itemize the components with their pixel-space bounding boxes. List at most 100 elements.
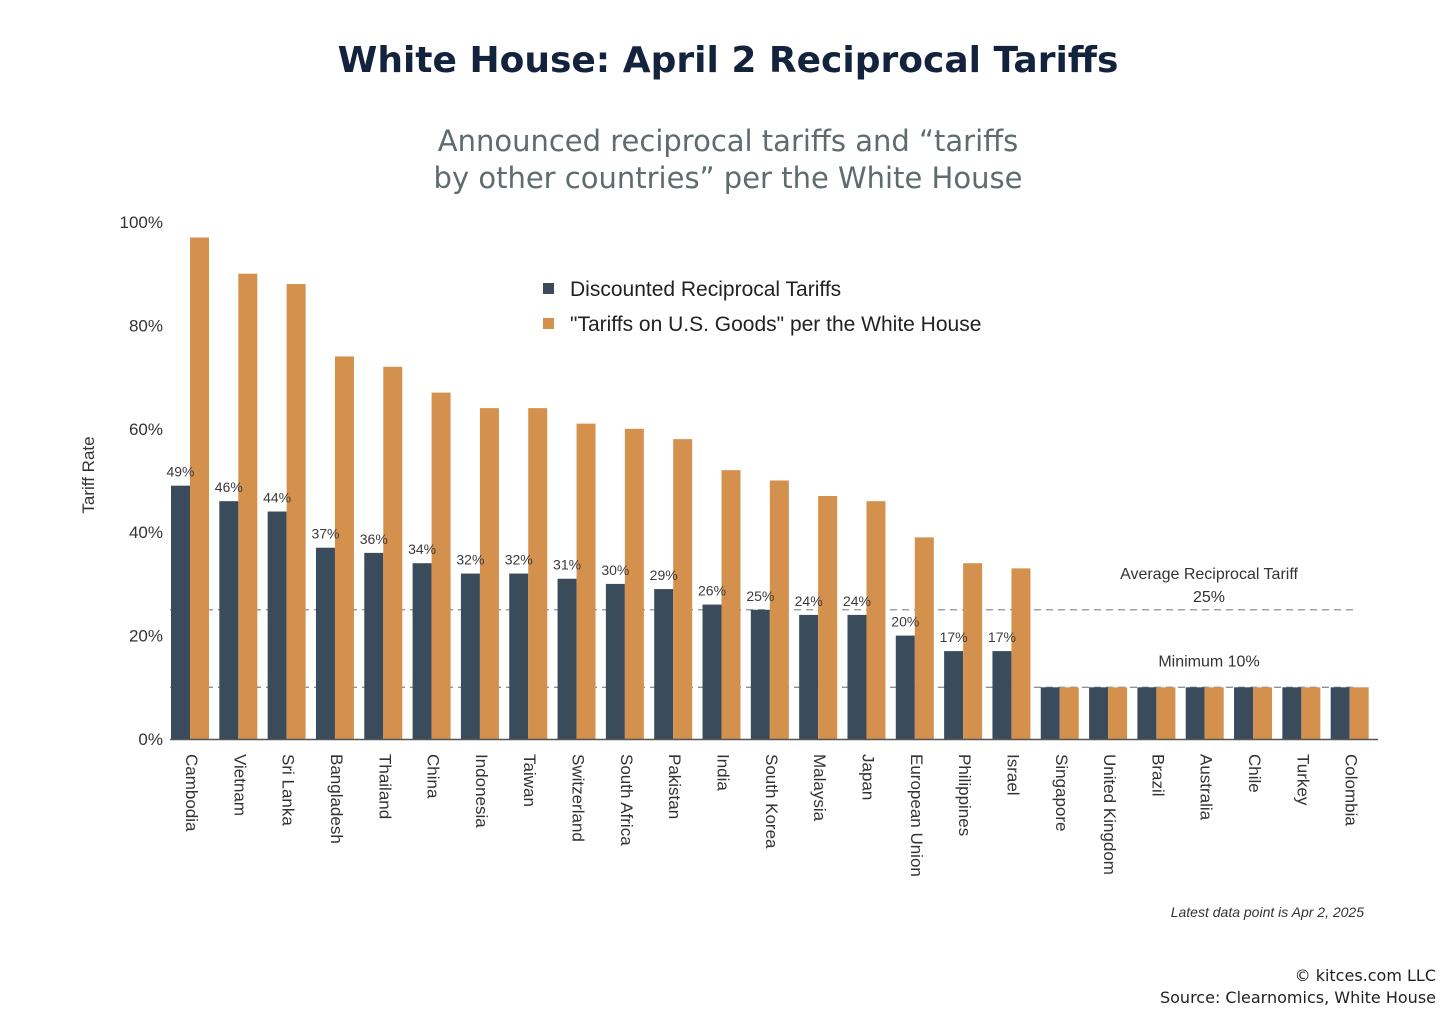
x-tick-label-15: European Union: [907, 754, 926, 877]
bar-tariffs-12: [769, 480, 789, 739]
bar-discounted-5: [412, 563, 432, 739]
bar-discounted-20: [1137, 687, 1157, 739]
legend-label-0: Discounted Reciprocal Tariffs: [570, 278, 841, 301]
chart-subtitle-line-1: Announced reciprocal tariffs and “tariff…: [437, 124, 1019, 158]
bar-tariffs-21: [1204, 687, 1224, 739]
data-label-16: 17%: [940, 629, 968, 645]
x-tick-label-8: Switzerland: [569, 754, 588, 842]
bar-discounted-24: [1330, 687, 1350, 739]
data-label-5: 34%: [408, 541, 436, 557]
bar-discounted-7: [509, 573, 529, 739]
bar-discounted-16: [944, 651, 964, 739]
bar-discounted-2: [267, 511, 287, 739]
x-tick-label-4: Thailand: [375, 754, 394, 819]
y-tick-label-5: 100%: [120, 213, 163, 232]
x-tick-label-5: China: [424, 754, 443, 799]
data-label-17: 17%: [988, 629, 1016, 645]
x-tick-label-12: South Korea: [762, 754, 781, 849]
minimum-line-label: Minimum 10%: [1158, 653, 1259, 670]
data-label-2: 44%: [263, 490, 291, 506]
data-label-11: 26%: [698, 583, 726, 599]
average-line-value: 25%: [1193, 589, 1225, 606]
bar-discounted-18: [1040, 687, 1060, 739]
bar-tariffs-17: [1011, 568, 1031, 739]
x-tick-label-6: Indonesia: [472, 754, 491, 828]
x-tick-label-7: Taiwan: [520, 754, 539, 807]
bar-discounted-15: [895, 635, 915, 739]
y-tick-label-4: 80%: [129, 316, 163, 335]
copyright-text: © kitces.com LLC: [1294, 966, 1436, 985]
y-tick-label-1: 20%: [129, 627, 163, 646]
legend-label-1: "Tariffs on U.S. Goods" per the White Ho…: [570, 313, 981, 336]
bar-tariffs-11: [721, 470, 741, 739]
bar-tariffs-13: [818, 496, 838, 739]
bar-tariffs-9: [624, 428, 644, 739]
bar-discounted-4: [364, 552, 384, 739]
bar-discounted-1: [219, 501, 239, 739]
x-tick-label-24: Colombia: [1342, 754, 1361, 826]
bar-tariffs-2: [286, 284, 306, 739]
x-tick-label-3: Bangladesh: [327, 754, 346, 844]
x-tick-label-22: Chile: [1245, 754, 1264, 793]
bar-tariffs-0: [190, 237, 209, 739]
data-label-14: 24%: [843, 593, 871, 609]
x-tick-label-14: Japan: [858, 754, 877, 800]
data-label-1: 46%: [215, 479, 243, 495]
bar-tariffs-19: [1108, 687, 1128, 739]
bar-tariffs-14: [866, 501, 886, 739]
bar-discounted-21: [1185, 687, 1205, 739]
bar-discounted-0: [171, 485, 190, 739]
bar-tariffs-23: [1301, 687, 1321, 739]
bar-discounted-23: [1282, 687, 1302, 739]
x-tick-label-19: United Kingdom: [1100, 754, 1119, 875]
bar-tariffs-15: [914, 537, 934, 739]
x-tick-label-13: Malaysia: [810, 754, 829, 822]
data-label-6: 32%: [456, 552, 484, 568]
x-tick-label-1: Vietnam: [230, 754, 249, 816]
legend-swatch-1: [543, 318, 554, 329]
bar-tariffs-4: [383, 366, 403, 739]
bar-tariffs-3: [334, 356, 354, 739]
bar-discounted-6: [460, 573, 480, 739]
data-label-13: 24%: [795, 593, 823, 609]
x-tick-label-23: Turkey: [1293, 754, 1312, 806]
bar-discounted-22: [1234, 687, 1254, 739]
data-label-4: 36%: [360, 531, 388, 547]
source-text: Source: Clearnomics, White House: [1159, 988, 1436, 1007]
chart-subtitle-line-2: by other countries” per the White House: [433, 161, 1023, 195]
data-label-12: 25%: [746, 588, 774, 604]
chart-title: White House: April 2 Reciprocal Tariffs: [337, 40, 1119, 81]
bar-tariffs-6: [479, 408, 499, 739]
footnote: Latest data point is Apr 2, 2025: [1171, 904, 1364, 920]
y-tick-label-2: 40%: [129, 523, 163, 542]
x-tick-label-20: Brazil: [1148, 754, 1167, 797]
x-tick-label-0: Cambodia: [182, 754, 201, 832]
bar-tariffs-18: [1059, 687, 1079, 739]
bar-tariffs-1: [238, 273, 258, 739]
bar-discounted-8: [557, 578, 577, 739]
bar-tariffs-8: [576, 423, 596, 739]
bar-tariffs-24: [1349, 687, 1369, 739]
bar-tariffs-20: [1156, 687, 1176, 739]
x-tick-label-11: India: [714, 754, 733, 791]
x-tick-label-10: Pakistan: [665, 754, 684, 819]
bar-discounted-10: [654, 589, 674, 739]
x-tick-label-16: Philippines: [955, 754, 974, 836]
data-label-7: 32%: [505, 552, 533, 568]
y-axis-label: Tariff Rate: [79, 436, 98, 513]
x-tick-label-9: South Africa: [617, 754, 636, 846]
bar-discounted-14: [847, 614, 867, 739]
bar-tariffs-7: [528, 408, 548, 739]
bar-discounted-17: [992, 651, 1012, 739]
y-tick-label-3: 60%: [129, 420, 163, 439]
bar-tariffs-22: [1253, 687, 1273, 739]
bar-discounted-12: [750, 609, 770, 739]
bar-tariffs-5: [431, 392, 451, 739]
data-label-3: 37%: [311, 526, 339, 542]
data-label-8: 31%: [553, 557, 581, 573]
average-line-label: Average Reciprocal Tariff: [1120, 566, 1298, 583]
bar-discounted-9: [605, 583, 625, 739]
data-label-15: 20%: [891, 614, 919, 630]
x-tick-label-21: Australia: [1197, 754, 1216, 821]
